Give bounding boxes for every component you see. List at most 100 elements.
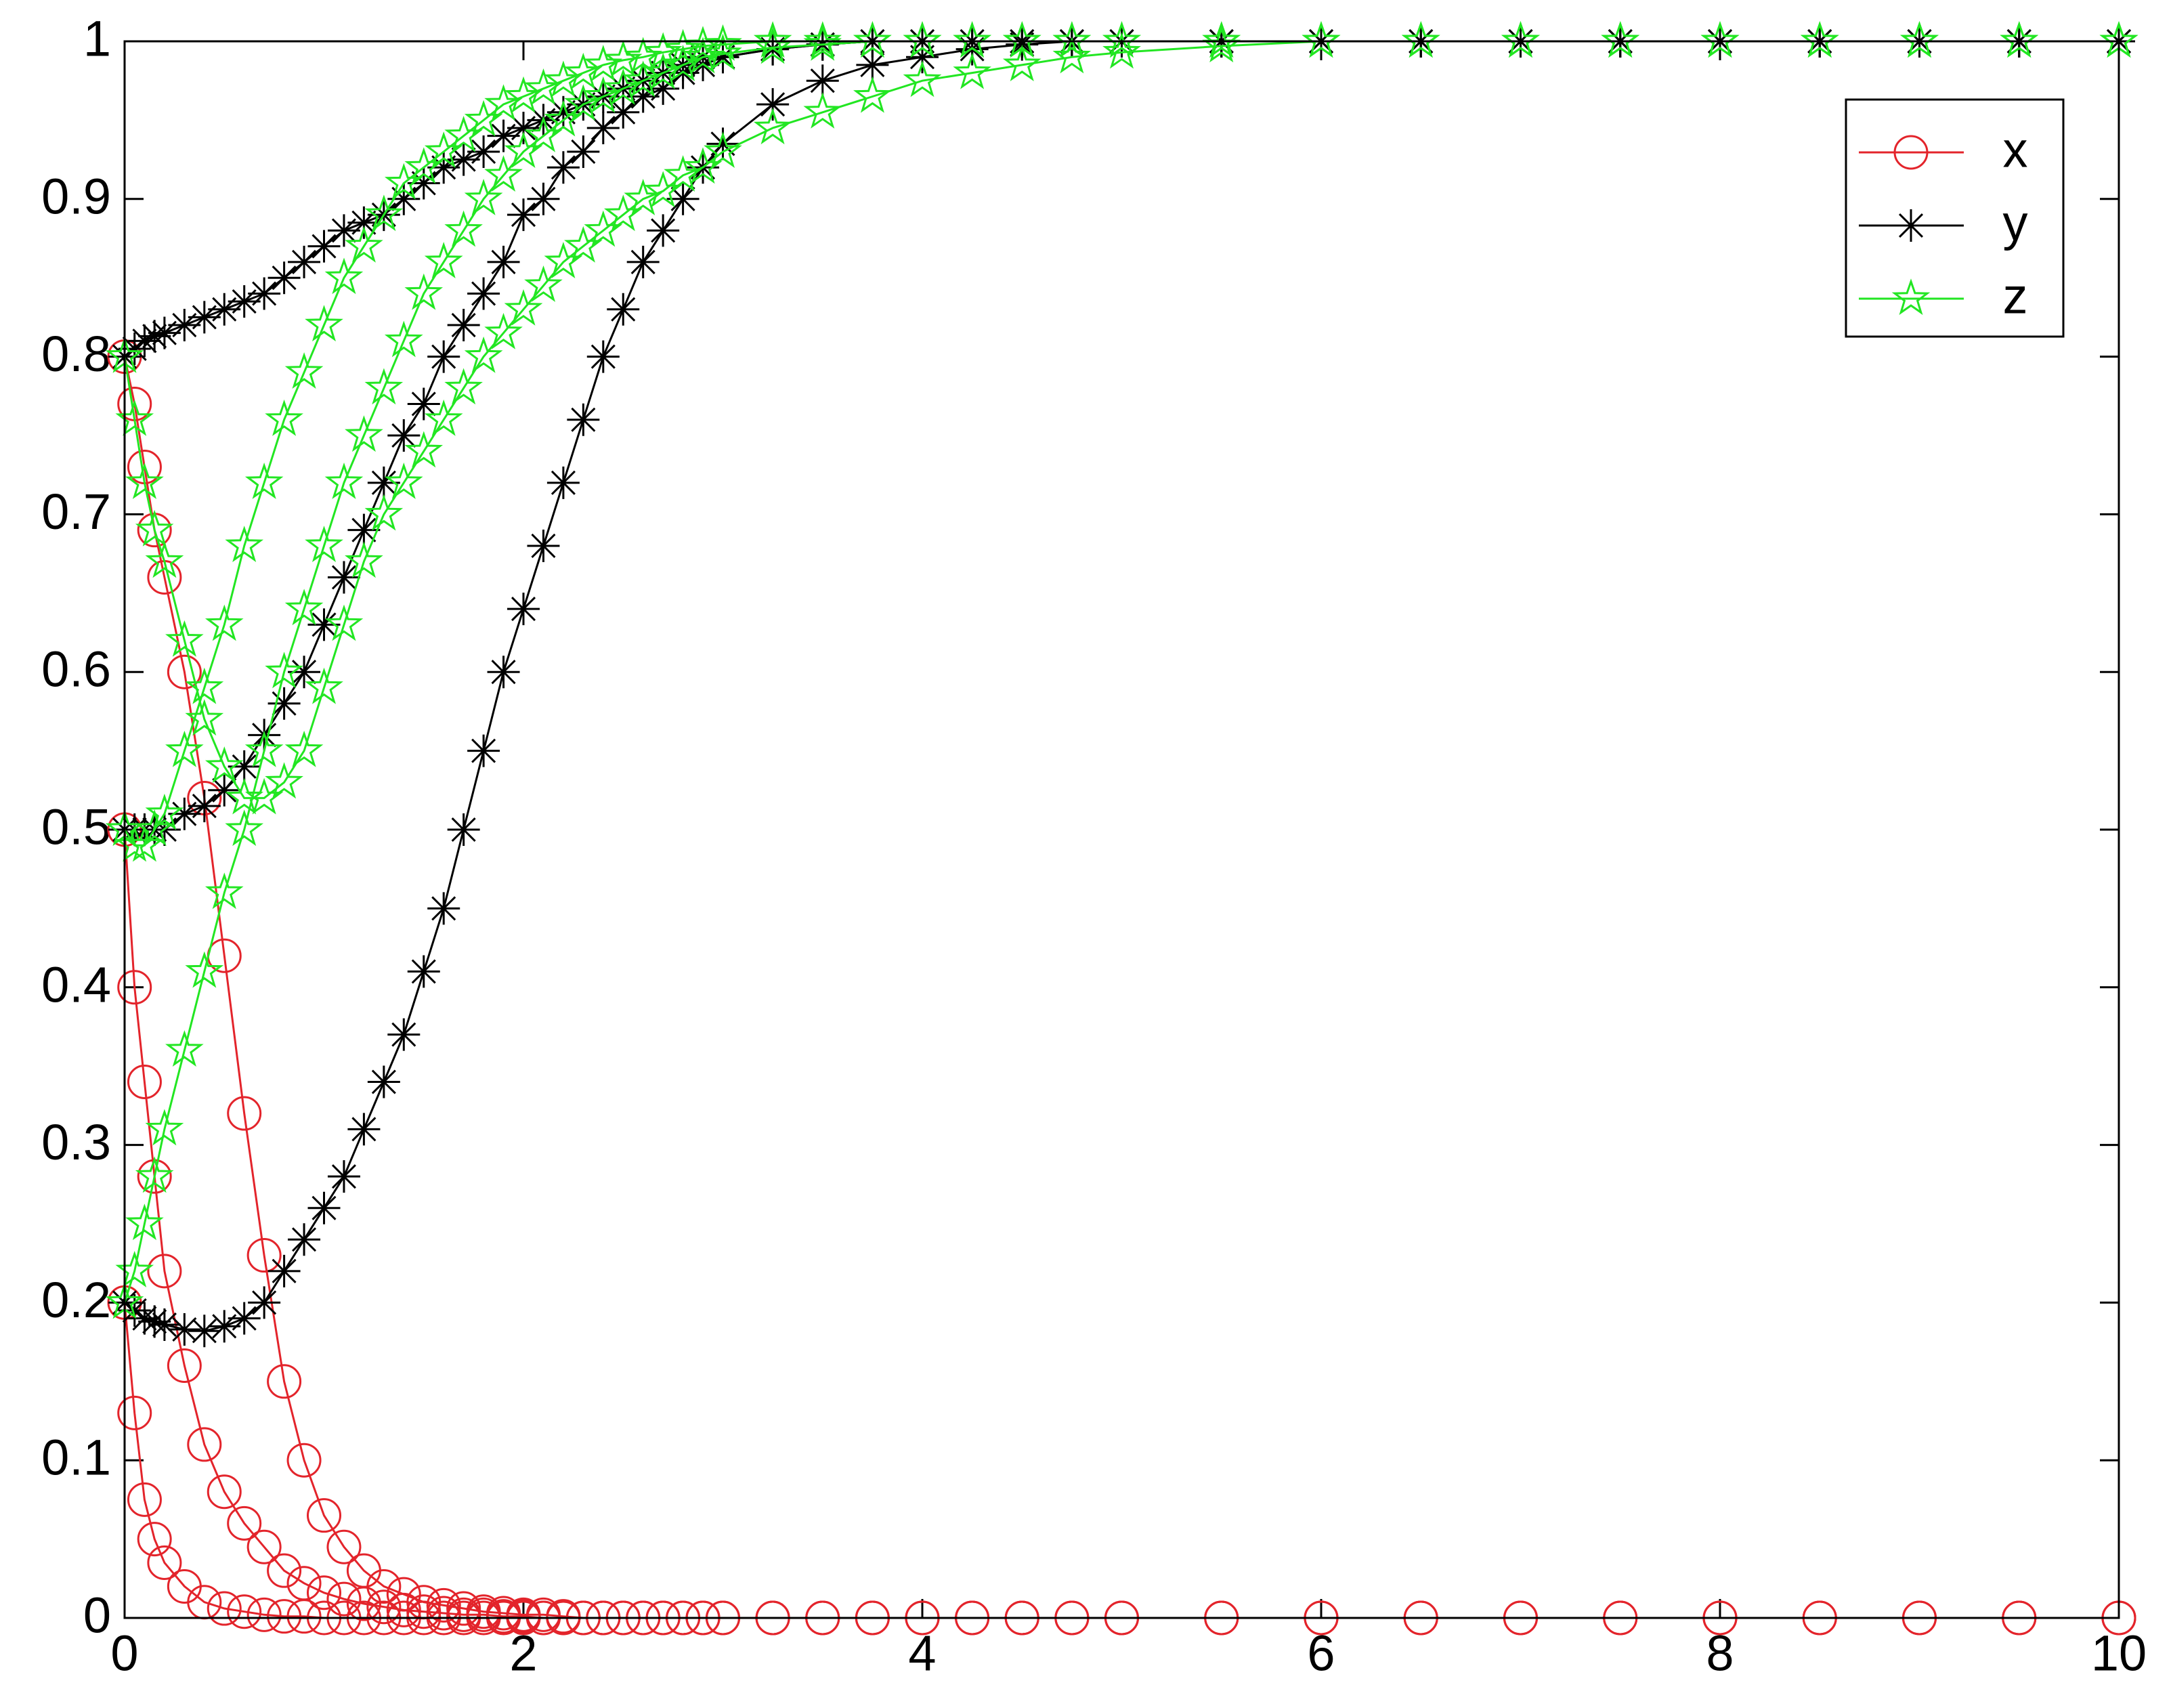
marker — [148, 1308, 181, 1341]
marker — [367, 1065, 400, 1098]
marker — [626, 80, 660, 113]
marker — [347, 1113, 381, 1146]
marker — [1006, 28, 1039, 61]
legend: xyz — [1845, 98, 2065, 338]
marker — [524, 68, 563, 105]
marker — [704, 33, 742, 70]
marker — [1052, 21, 1092, 58]
marker — [564, 52, 603, 89]
marker — [1800, 21, 1839, 58]
marker — [446, 1591, 481, 1626]
marker — [544, 242, 583, 278]
marker — [427, 151, 460, 184]
marker — [135, 509, 174, 547]
marker — [205, 746, 244, 784]
marker — [1202, 21, 1241, 58]
marker — [346, 1586, 381, 1621]
marker — [407, 955, 440, 988]
marker — [853, 76, 892, 113]
marker — [753, 108, 792, 145]
legend-marker — [1893, 135, 1929, 170]
y-tick-label: 1 — [83, 11, 111, 67]
marker — [544, 100, 583, 137]
plot-frame — [123, 40, 2120, 1619]
marker — [643, 52, 683, 89]
marker — [624, 179, 663, 215]
marker — [307, 1575, 341, 1610]
marker — [115, 1251, 154, 1287]
marker — [145, 793, 184, 830]
marker — [524, 115, 563, 152]
marker — [853, 21, 892, 58]
marker — [228, 1302, 261, 1335]
marker — [1302, 21, 1341, 58]
marker — [267, 687, 301, 720]
y-tick-label: 0.1 — [41, 1430, 111, 1486]
legend-box — [1845, 98, 2065, 338]
marker — [165, 620, 204, 657]
y-tick-label: 0.4 — [41, 956, 111, 1012]
marker — [806, 64, 839, 98]
marker — [384, 463, 423, 499]
marker — [666, 182, 700, 215]
marker — [265, 762, 303, 799]
marker — [128, 1302, 161, 1335]
y-tick-label: 0.7 — [41, 484, 111, 540]
marker — [564, 84, 603, 121]
marker — [384, 163, 423, 200]
marker — [424, 131, 463, 168]
marker — [307, 230, 341, 263]
marker — [147, 1545, 182, 1581]
marker — [444, 368, 483, 405]
marker — [683, 37, 723, 74]
marker — [347, 513, 381, 547]
marker — [267, 1364, 302, 1399]
marker — [288, 1223, 321, 1256]
marker — [347, 206, 381, 239]
marker — [647, 72, 680, 105]
marker — [127, 1482, 162, 1517]
marker — [404, 273, 444, 310]
marker — [267, 1553, 302, 1588]
marker — [1102, 32, 1141, 69]
marker — [387, 419, 421, 452]
marker — [185, 951, 224, 988]
marker — [953, 21, 991, 58]
marker — [407, 167, 440, 200]
marker — [507, 593, 540, 626]
marker — [165, 730, 204, 767]
y-tick-label: 0.9 — [41, 168, 111, 224]
marker — [366, 1589, 402, 1625]
marker — [327, 1160, 360, 1193]
y-tick-label: 0.5 — [41, 799, 111, 855]
marker — [364, 368, 404, 405]
marker — [386, 1592, 421, 1627]
marker — [125, 825, 164, 862]
marker — [165, 1030, 204, 1067]
marker — [305, 305, 343, 342]
y-tick-label: 0 — [83, 1587, 111, 1644]
marker — [444, 115, 483, 152]
marker — [626, 245, 660, 278]
marker — [404, 147, 444, 184]
marker — [244, 777, 284, 815]
marker — [228, 750, 261, 783]
marker — [664, 155, 702, 192]
marker — [603, 194, 643, 232]
marker — [327, 214, 360, 247]
marker — [464, 100, 503, 137]
y-tick-label: 0.3 — [41, 1114, 111, 1170]
marker — [906, 41, 939, 74]
marker — [188, 790, 221, 823]
marker — [115, 825, 154, 862]
marker — [147, 1254, 182, 1289]
marker — [167, 1348, 202, 1384]
legend-label: x — [2003, 122, 2028, 178]
marker — [1900, 21, 1939, 58]
marker — [138, 320, 171, 353]
marker — [115, 399, 154, 436]
marker — [704, 131, 742, 168]
marker — [903, 21, 942, 58]
